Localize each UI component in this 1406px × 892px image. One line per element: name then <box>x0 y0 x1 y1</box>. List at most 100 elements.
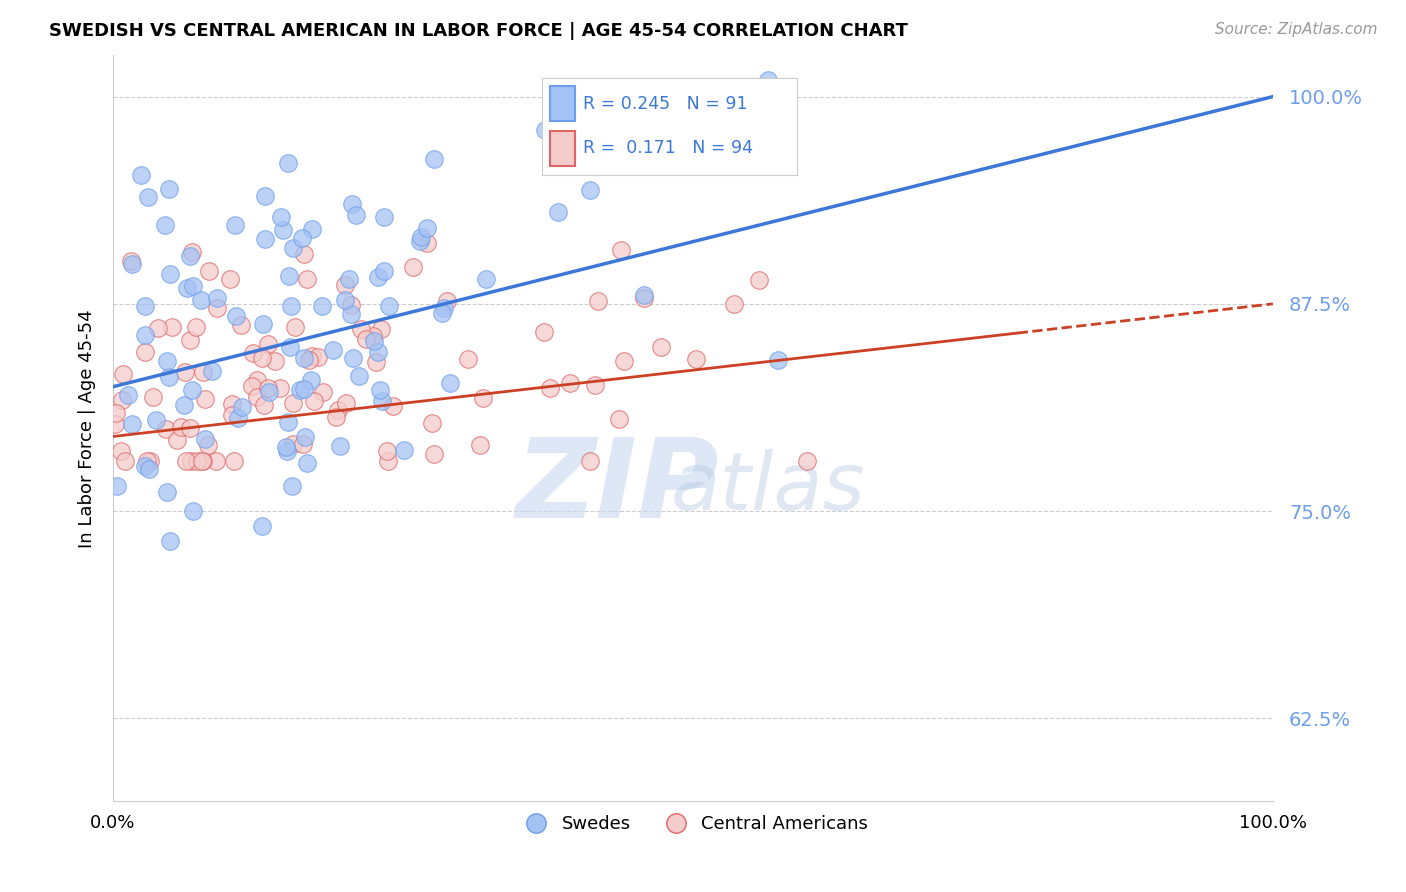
Point <box>322 343 344 357</box>
Point <box>475 272 498 286</box>
Point <box>295 456 318 470</box>
Point <box>197 437 219 451</box>
Point <box>394 442 416 457</box>
Point <box>250 519 273 533</box>
Point <box>257 385 280 400</box>
Point <box>252 317 274 331</box>
Point <box>301 349 323 363</box>
Point <box>302 393 325 408</box>
Point <box>257 381 280 395</box>
Point <box>610 243 633 257</box>
Point <box>579 454 602 468</box>
Point <box>766 352 789 367</box>
Point <box>278 340 301 354</box>
Point <box>723 297 745 311</box>
Point <box>155 485 177 500</box>
Point <box>373 264 395 278</box>
Point <box>153 218 176 232</box>
Point <box>104 417 127 431</box>
Point <box>578 183 600 197</box>
Point <box>748 273 770 287</box>
Legend: Swedes, Central Americans: Swedes, Central Americans <box>510 808 875 841</box>
Point <box>180 454 202 468</box>
Point <box>221 397 243 411</box>
Point <box>377 454 399 468</box>
Point <box>242 346 264 360</box>
Point <box>219 272 242 286</box>
Text: atlas: atlas <box>671 449 866 527</box>
Point <box>166 433 188 447</box>
Point <box>245 373 267 387</box>
Point <box>312 384 335 399</box>
Point <box>181 278 204 293</box>
Point <box>110 443 132 458</box>
Point <box>294 430 316 444</box>
Point <box>436 294 458 309</box>
Point <box>402 260 425 274</box>
Point <box>283 395 305 409</box>
Point <box>145 413 167 427</box>
Point <box>283 437 305 451</box>
Point <box>277 415 299 429</box>
Point <box>264 354 287 368</box>
Point <box>420 416 443 430</box>
Point <box>558 376 581 390</box>
Point <box>423 447 446 461</box>
Point <box>253 232 276 246</box>
Point <box>240 378 263 392</box>
Point <box>270 210 292 224</box>
Point <box>134 328 156 343</box>
Point <box>271 222 294 236</box>
Point <box>349 369 371 384</box>
Point <box>179 333 201 347</box>
Point <box>252 351 274 365</box>
Point <box>433 301 456 315</box>
Point <box>547 204 569 219</box>
Point <box>382 399 405 413</box>
Point <box>225 309 247 323</box>
Point <box>471 391 494 405</box>
Text: SWEDISH VS CENTRAL AMERICAN IN LABOR FORCE | AGE 45-54 CORRELATION CHART: SWEDISH VS CENTRAL AMERICAN IN LABOR FOR… <box>49 22 908 40</box>
Point <box>340 197 363 211</box>
Point <box>346 208 368 222</box>
Point <box>378 299 401 313</box>
Y-axis label: In Labor Force | Age 45-54: In Labor Force | Age 45-54 <box>79 309 96 548</box>
Point <box>186 319 208 334</box>
Point <box>105 406 128 420</box>
Point <box>256 337 278 351</box>
Point <box>174 454 197 468</box>
Point <box>276 440 298 454</box>
Point <box>201 363 224 377</box>
Point <box>114 454 136 468</box>
Point <box>650 339 672 353</box>
Point <box>174 365 197 379</box>
Point <box>538 381 561 395</box>
Point <box>439 376 461 390</box>
Point <box>194 433 217 447</box>
Point <box>307 351 329 365</box>
Point <box>342 351 364 366</box>
Point <box>411 230 433 244</box>
Point <box>280 299 302 313</box>
Point <box>190 293 212 308</box>
Point <box>226 410 249 425</box>
Point <box>193 365 215 379</box>
Point <box>111 367 134 381</box>
Point <box>333 293 356 307</box>
Point <box>335 396 357 410</box>
Point <box>546 136 568 150</box>
Point <box>354 332 377 346</box>
Point <box>207 301 229 316</box>
Point <box>231 400 253 414</box>
Point <box>298 352 321 367</box>
Point <box>159 267 181 281</box>
Point <box>375 444 398 458</box>
Point <box>170 420 193 434</box>
Point <box>191 454 214 468</box>
Point <box>134 459 156 474</box>
Point <box>292 247 315 261</box>
Point <box>606 126 628 140</box>
Point <box>756 73 779 87</box>
Point <box>253 398 276 412</box>
Point <box>468 437 491 451</box>
